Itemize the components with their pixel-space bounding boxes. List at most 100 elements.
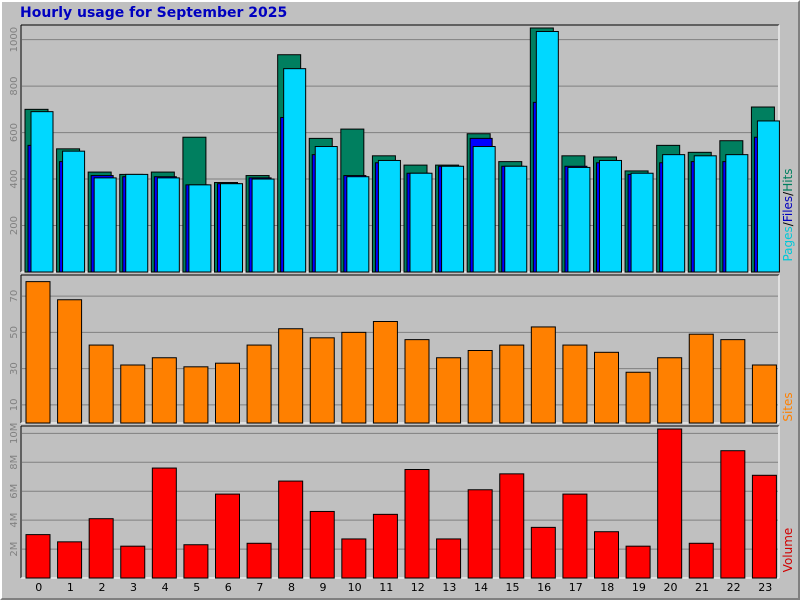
plot-area [21,275,779,423]
bar-sites [309,337,335,424]
x-tick-label: 11 [379,581,393,594]
x-axis: 0 1 2 3 4 5 6 7 8 9 10 11 12 13 14 15 16 17 18 19 20 21 22 23 [35,581,772,594]
bar-sites [499,344,525,424]
bar-sites [404,339,430,424]
bar-sites [88,344,114,424]
bar-volume [499,473,525,579]
plot-area [21,426,779,578]
bar-pages [441,165,465,273]
bar-pages [251,178,275,273]
bar-pages [156,177,180,273]
bar-sites [625,371,651,424]
bar-pages [220,183,243,273]
bar-pages [630,172,654,273]
bar-volume [530,526,556,579]
x-tick-label: 22 [727,581,741,594]
bar-sites [467,350,493,424]
series-axis-label: Volume [781,528,795,573]
bar-sites [278,328,304,424]
y-tick-label: 8M [9,455,20,470]
axis-label-part: Hits [781,168,795,191]
x-tick-label: 14 [474,581,488,594]
y-tick-label: 6M [9,484,20,499]
x-tick-label: 4 [162,581,169,594]
bar-sites [120,364,146,424]
x-tick-label: 7 [256,581,263,594]
bar-pages [662,154,686,273]
bar-pages [125,173,149,273]
axis-label-part: Files [781,196,795,222]
x-tick-label: 18 [600,581,614,594]
x-tick-label: 9 [320,581,327,594]
bar-volume [57,541,83,579]
x-tick-label: 5 [193,581,200,594]
bar-volume [246,542,272,579]
bar-pages [472,146,496,273]
bar-sites [57,299,83,424]
y-tick-label: 30 [9,362,20,375]
x-tick-label: 2 [98,581,105,594]
x-tick-label: 15 [506,581,520,594]
bar-sites [215,362,240,424]
bar-pages [283,68,307,273]
bar-sites [372,321,398,424]
y-tick-label: 10 [9,399,20,412]
panel-2: 2M 4M 6M 8M 10M Volume [9,423,795,579]
bar-pages [314,146,338,273]
bar-pages [93,177,117,273]
bar-volume [183,544,209,579]
series-axis-label: Sites [781,392,795,421]
x-tick-label: 6 [225,581,232,594]
bar-pages [409,172,433,273]
bar-pages [188,184,212,273]
x-tick-label: 3 [130,581,137,594]
x-tick-label: 10 [348,581,362,594]
bar-volume [657,428,683,579]
axis-label-part: / [781,221,795,226]
x-tick-label: 17 [569,581,583,594]
y-tick-label: 70 [9,290,20,303]
bar-sites [530,326,556,424]
axis-label-part: / [781,191,795,196]
bar-pages [30,111,54,273]
bar-volume [625,545,651,579]
bar-pages [756,120,780,273]
y-tick-label: 50 [9,326,20,339]
bar-volume [151,467,177,579]
bar-pages [599,159,622,273]
bar-sites [657,357,683,424]
x-tick-label: 21 [695,581,709,594]
bar-volume [720,450,746,579]
bar-pages [567,166,591,273]
y-tick-label: 4M [9,513,20,528]
bar-volume [594,531,619,579]
bar-sites [25,281,51,424]
bar-volume [341,538,367,579]
bar-volume [562,493,588,579]
x-tick-label: 23 [758,581,772,594]
panel-1: 10 30 50 70 Sites [9,274,795,424]
bar-sites [151,357,177,424]
bar-pages [693,155,717,273]
bar-volume [215,493,240,579]
x-tick-label: 16 [537,581,551,594]
bar-volume [404,469,430,579]
bar-pages [62,150,86,273]
bar-pages [535,30,559,273]
bar-volume [278,480,304,579]
bar-volume [88,518,114,579]
bar-volume [372,513,398,579]
x-tick-label: 1 [67,581,74,594]
y-tick-label: 2M [9,542,20,557]
bar-pages [725,154,749,273]
bar-sites [594,351,619,424]
x-tick-label: 8 [288,581,295,594]
x-tick-label: 0 [35,581,42,594]
bar-sites [246,344,272,424]
x-tick-label: 13 [442,581,456,594]
bar-sites [688,333,714,424]
y-tick-label: 600 [9,123,20,142]
